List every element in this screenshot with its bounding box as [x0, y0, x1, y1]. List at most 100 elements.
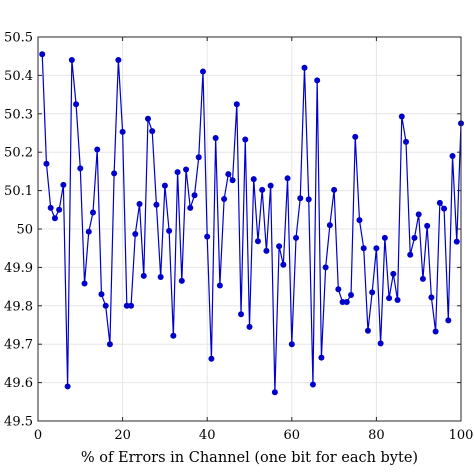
data-point — [149, 128, 156, 135]
data-point — [68, 57, 75, 64]
grid — [37, 36, 462, 422]
y-tick-label: 50.4 — [4, 69, 33, 84]
data-point — [119, 128, 126, 135]
data-point — [106, 341, 113, 348]
series-line — [41, 54, 462, 393]
data-point — [111, 170, 118, 177]
data-point — [85, 228, 92, 235]
data-point — [331, 186, 338, 193]
data-point — [216, 282, 223, 289]
data-point — [233, 101, 240, 108]
data-point — [94, 146, 101, 153]
data-point — [339, 298, 346, 305]
x-axis-title: % of Errors in Channel (one bit for each… — [81, 450, 418, 466]
data-point — [183, 166, 190, 173]
data-point — [77, 165, 84, 172]
data-point — [81, 280, 88, 287]
data-point — [263, 247, 270, 254]
y-tick-label: 49.6 — [4, 376, 33, 391]
data-point — [326, 222, 333, 229]
data-point — [428, 294, 435, 301]
x-tick-label: 40 — [199, 428, 216, 443]
data-point — [128, 302, 135, 309]
y-tick-label: 49.7 — [4, 338, 33, 353]
data-point — [309, 381, 316, 388]
data-point — [284, 175, 291, 182]
data-point — [415, 211, 422, 218]
data-point — [60, 181, 67, 188]
data-point — [297, 195, 304, 202]
data-point — [102, 302, 109, 309]
data-point — [411, 234, 418, 241]
data-point — [390, 270, 397, 277]
data-point — [199, 68, 206, 75]
data-point — [445, 317, 452, 324]
data-point — [212, 134, 219, 141]
data-point — [242, 136, 249, 143]
data-point — [254, 238, 261, 245]
data-point — [98, 291, 105, 298]
data-point — [293, 234, 300, 241]
y-tick-label: 49.8 — [4, 299, 33, 314]
data-point — [204, 233, 211, 240]
data-point — [449, 153, 456, 160]
data-point — [356, 217, 363, 224]
data-point — [144, 115, 151, 122]
data-point — [132, 230, 139, 237]
data-point — [229, 177, 236, 184]
y-tick-label: 50 — [16, 223, 33, 238]
data-point — [364, 327, 371, 334]
data-point — [267, 182, 274, 189]
data-point — [280, 261, 287, 268]
data-point — [424, 222, 431, 229]
y-tick-label: 50.2 — [4, 146, 33, 161]
data-point — [73, 101, 80, 108]
data-point — [238, 311, 245, 318]
data-point — [318, 354, 325, 361]
data-point — [403, 138, 410, 145]
data-point — [373, 245, 380, 252]
data-point — [453, 238, 460, 245]
y-axis: 49.5 49.6 49.7 49.8 49.9 50 50.1 50.2 50.3 50.4 50… — [4, 31, 461, 430]
data-point — [381, 234, 388, 241]
data-point — [335, 286, 342, 293]
data-point — [250, 176, 257, 183]
data-point — [348, 292, 355, 299]
data-point — [386, 295, 393, 302]
data-point — [64, 383, 71, 390]
data-point — [170, 332, 177, 339]
data-point — [115, 57, 122, 64]
data-point — [89, 209, 96, 216]
data-point — [208, 355, 215, 362]
data-point — [436, 199, 443, 206]
data-point — [140, 272, 147, 279]
data-point — [195, 154, 202, 161]
series-markers — [39, 51, 464, 396]
data-point — [377, 340, 384, 347]
data-point — [288, 341, 295, 348]
data-point — [39, 51, 46, 58]
y-tick-label: 50.1 — [4, 184, 33, 199]
data-point — [225, 171, 232, 178]
data-point — [246, 323, 253, 330]
data-point — [259, 186, 266, 193]
data-point — [343, 298, 350, 305]
data-point — [322, 264, 329, 271]
y-tick-label: 50.3 — [4, 107, 33, 122]
data-point — [166, 227, 173, 234]
data-point — [407, 251, 414, 258]
data-point — [419, 275, 426, 282]
data-point — [178, 277, 185, 284]
data-point — [276, 243, 283, 250]
x-tick-label: 0 — [34, 428, 42, 443]
data-point — [43, 160, 50, 167]
data-point — [271, 389, 278, 396]
data-point — [305, 196, 312, 203]
x-tick-label: 80 — [368, 428, 385, 443]
data-point — [136, 201, 143, 208]
data-point — [360, 245, 367, 252]
y-tick-label: 49.5 — [4, 415, 33, 430]
data-point — [369, 289, 376, 296]
data-point — [153, 201, 160, 208]
